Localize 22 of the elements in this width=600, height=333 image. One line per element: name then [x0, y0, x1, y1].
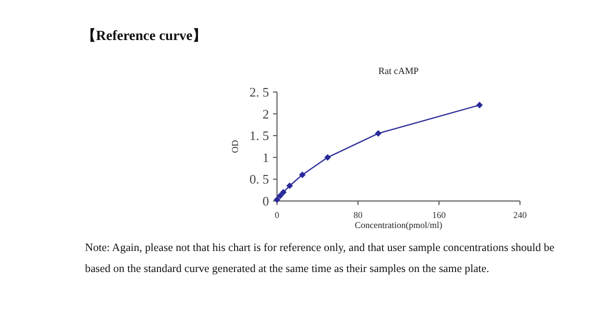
text: Note: Again, please not that his chart is for reference only, and that user sample concentrations should be based on the standard curve generated at the same time as their samples on the same plate.: [85, 241, 555, 277]
y-axis-title: OD: [230, 140, 240, 153]
chart-title: Rat cAMP: [378, 67, 419, 77]
x-tick-label: 0: [274, 210, 280, 220]
point: [476, 102, 483, 108]
point: [299, 172, 306, 178]
y-tick-label: 2. 5: [250, 84, 269, 100]
y-tick-label: 2: [262, 106, 269, 122]
x-tick-label: 80: [354, 210, 363, 220]
y-tick-label: 1: [262, 150, 269, 165]
point: [276, 192, 284, 200]
x-tick-label: 160: [432, 210, 446, 220]
point: [324, 154, 331, 161]
y-tick-label: 0: [262, 194, 269, 208]
x-tick-label: 240: [513, 210, 528, 220]
x-axis-title: Concentration(pmol/ml): [354, 220, 442, 230]
point: [286, 182, 293, 190]
y-tick-label: 0. 5: [250, 172, 269, 187]
text: 【Reference curve】: [82, 28, 207, 44]
point: [374, 130, 382, 137]
point: [280, 188, 287, 196]
y-tick-label: 1. 5: [250, 128, 269, 144]
